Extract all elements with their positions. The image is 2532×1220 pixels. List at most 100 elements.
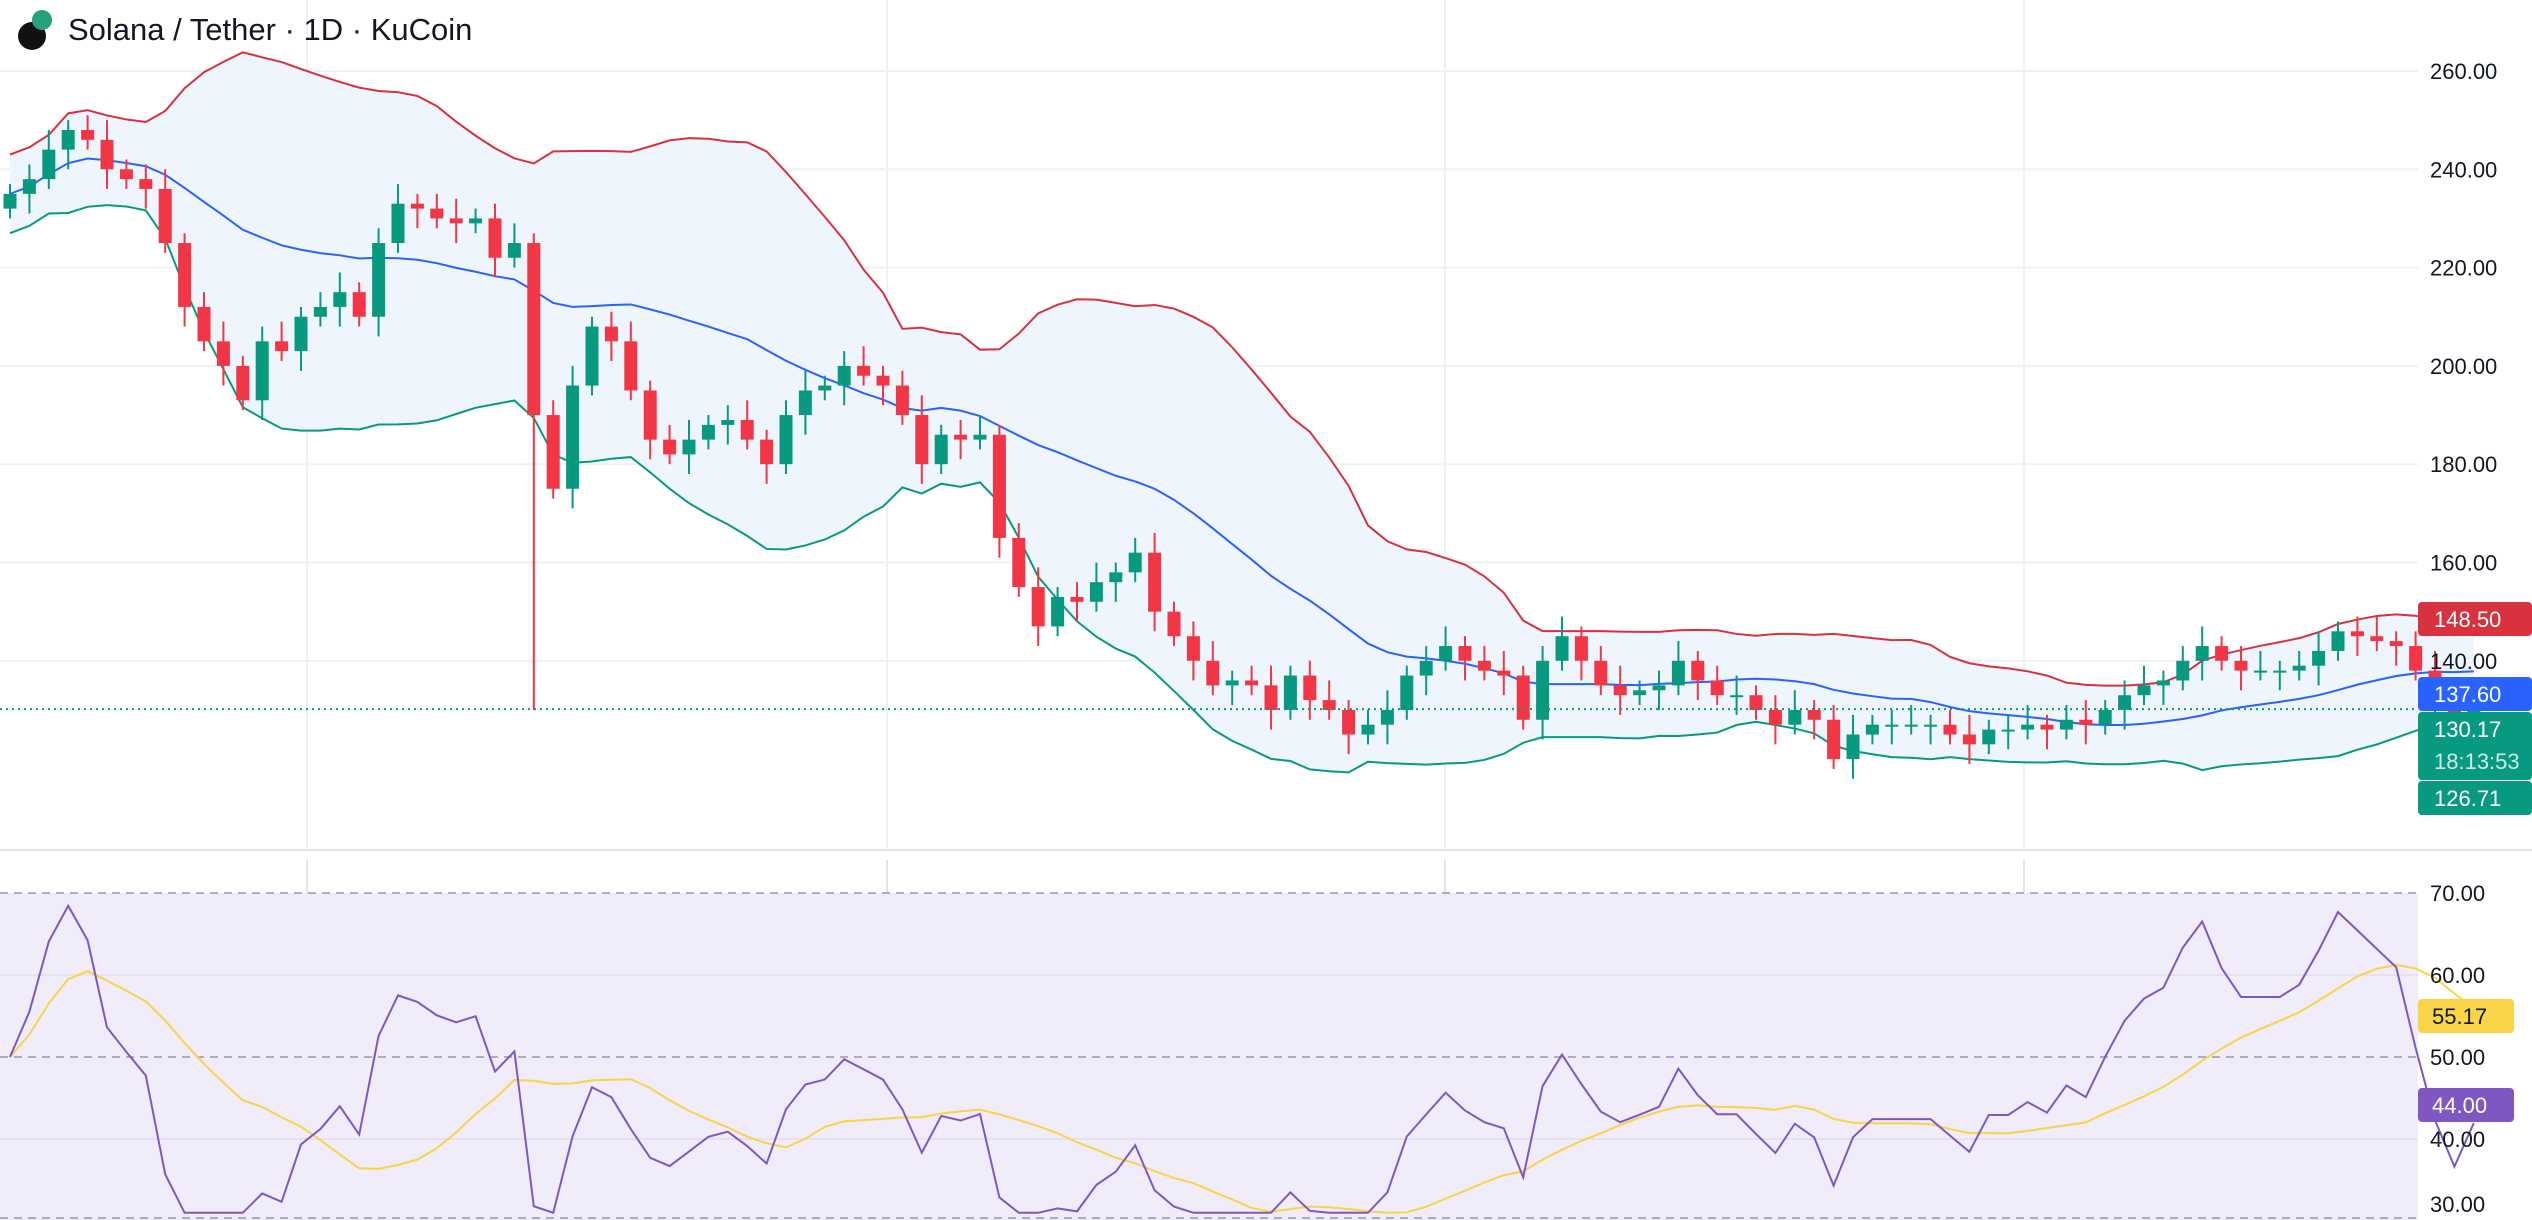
candle-body [1477,660,1491,671]
candle-body [2001,729,2015,732]
candle-body [1361,724,1375,735]
candle [566,365,580,509]
bb-upper-tag-bg [2418,602,2532,636]
candle [973,415,987,450]
rsi-axis-label: 50.00 [2430,1045,2485,1070]
candle-body [469,218,483,224]
candle-body [973,434,987,440]
candle [391,184,405,253]
candle [1827,705,1841,769]
candle [430,193,444,229]
candle [313,292,327,327]
candle-body [585,326,599,386]
candle-body [1322,700,1336,710]
candle-body [158,188,172,244]
candle-body [449,218,463,224]
candle-body [216,341,230,366]
candle [1361,709,1375,745]
candle [1342,700,1356,755]
candle-body [2234,660,2248,671]
rsi-axis-label: 60.00 [2430,963,2485,988]
candle [2176,646,2190,691]
candle [1089,562,1103,612]
candle [488,203,502,278]
candle-body [701,424,715,440]
candle [178,233,192,327]
candle-body [934,434,948,465]
rsi-ma-line [9,963,2475,1214]
candle-body [2021,724,2035,730]
candle-body [1555,636,1569,661]
candle [2098,700,2112,735]
candle-body [2079,719,2093,725]
last-price-tag-text: 130.17 [2434,717,2501,742]
candle-body [1167,611,1181,637]
candle-body [546,415,560,489]
candle [1225,670,1239,706]
candle [2409,631,2423,681]
candle-body [604,326,618,342]
bb-upper-tag: 148.50 [2418,602,2532,636]
candle [1943,709,1957,745]
candle [1671,641,1685,696]
candle-body [2292,665,2306,671]
candle [2137,665,2151,706]
candle-body [721,419,735,425]
candle [1477,646,1491,681]
candle-body [1225,680,1239,686]
candle [2215,636,2229,671]
candle-body [643,390,657,440]
candle [2040,714,2054,750]
candle [139,164,153,209]
candle-body [1342,709,1356,735]
candle-body [779,415,793,465]
candle [216,321,230,386]
candle [333,272,347,327]
candle [2079,700,2093,745]
candle-body [1807,709,1821,720]
candle-body [663,439,677,455]
bb-lower-tag-bg [2418,781,2532,815]
rsi-axis-label: 30.00 [2430,1192,2485,1217]
candle [1148,533,1162,632]
candle-body [1051,596,1065,627]
bollinger-upper-line [9,51,2474,687]
bollinger-lower-line [9,204,2474,774]
rsi-ma-tag-text: 55.17 [2432,1004,2487,1029]
candle-body [992,434,1006,538]
candle [100,120,114,189]
candle [954,419,968,460]
candle-body [2098,709,2112,725]
symbol-title[interactable]: Solana / Tether · 1D · KuCoin [68,12,473,47]
candle-body [236,365,250,401]
candle [604,311,618,361]
last-price-tag-bg [2418,712,2532,780]
candle [1419,646,1433,696]
candle [2350,616,2364,656]
candle [992,424,1006,558]
candle-body [1904,724,1918,727]
candle-body [1303,675,1317,701]
candle-body [2059,719,2073,730]
candle-body [139,179,153,189]
candle [2370,616,2384,651]
candle [895,370,909,425]
candle-body [2370,636,2384,642]
candle-body [2118,695,2132,710]
candle [1982,719,1996,755]
chart-title-bar: Solana / Tether · 1D · KuCoin [18,10,472,50]
candle [2253,650,2267,681]
candle-body [1982,729,1996,745]
candle-body [2312,650,2326,666]
candle [1012,523,1026,597]
candle-body [1613,685,1627,696]
candle [449,198,463,244]
candle-body [798,390,812,416]
candle-body [410,203,424,209]
candle [798,370,812,435]
bb-lower-tag-text: 126.71 [2434,786,2501,811]
candle-body [1439,646,1453,661]
candle [2156,670,2170,706]
candle [1924,714,1938,745]
